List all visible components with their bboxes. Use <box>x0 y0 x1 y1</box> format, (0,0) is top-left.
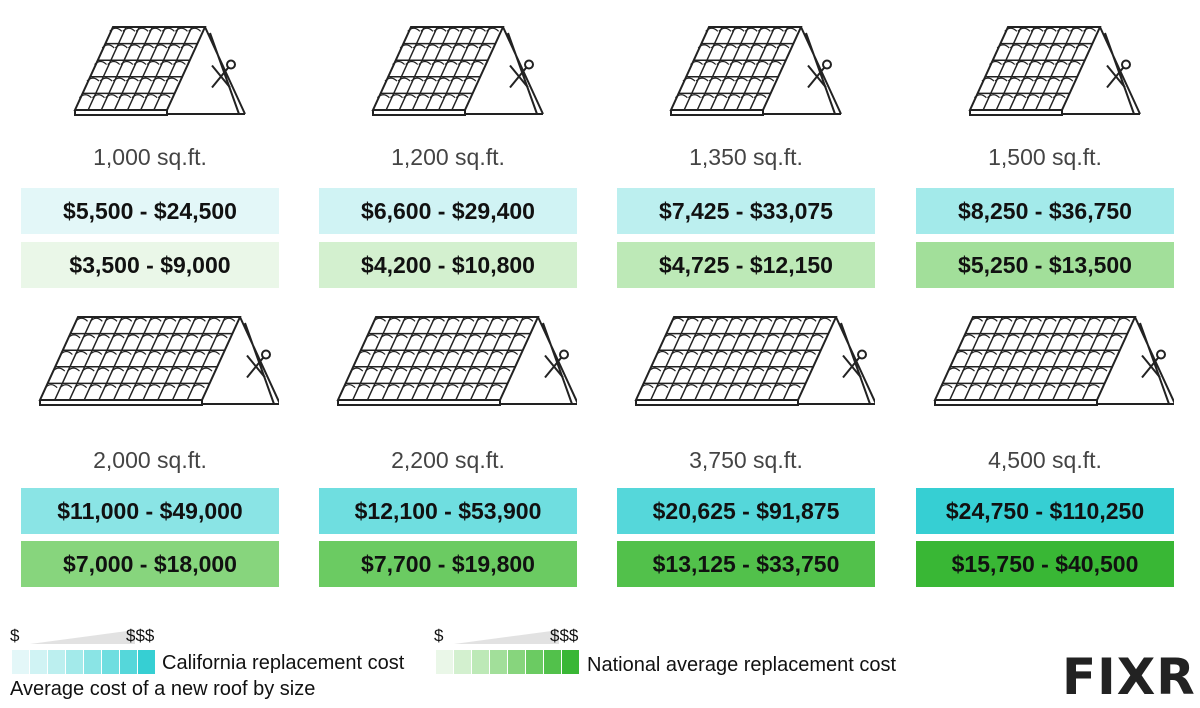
scale-swatch <box>454 650 471 674</box>
california-cost: $24,750 - $110,250 <box>916 488 1174 534</box>
roof-size: 2,000 sq.ft. <box>93 447 207 473</box>
roof-illustration <box>617 22 875 132</box>
legend-high: $$$ <box>126 626 155 645</box>
roof-illustration <box>916 22 1174 132</box>
legend-national-label: National average replacement cost <box>587 654 897 676</box>
scale-swatch <box>562 650 579 674</box>
california-cost: $6,600 - $29,400 <box>319 188 577 234</box>
roof-illustration <box>617 312 877 422</box>
california-cost: $5,500 - $24,500 <box>21 188 279 234</box>
national-cost: $3,500 - $9,000 <box>21 242 279 288</box>
scale-swatch <box>30 650 47 674</box>
tools-icon <box>544 349 569 379</box>
scale-swatch <box>508 650 525 674</box>
tools-icon <box>1141 349 1166 379</box>
roof-icon <box>73 26 246 116</box>
tools-icon <box>842 349 867 379</box>
roof-icon <box>336 316 579 406</box>
national-cost: $4,725 - $12,150 <box>617 242 875 288</box>
roof-icon <box>968 26 1141 116</box>
scale-swatch <box>120 650 137 674</box>
roof-size: 1,500 sq.ft. <box>988 144 1102 170</box>
roof-illustration <box>21 312 281 422</box>
tools-icon <box>807 59 832 89</box>
national-cost: $15,750 - $40,500 <box>916 541 1174 587</box>
roof-icon <box>669 26 842 116</box>
california-color-scale <box>12 650 156 674</box>
fixr-logo: FIXR <box>1062 648 1196 706</box>
national-color-scale <box>436 650 580 674</box>
legend-low: $ <box>434 626 444 645</box>
scale-wedge <box>454 630 559 644</box>
california-cost: $7,425 - $33,075 <box>617 188 875 234</box>
roof-size: 1,200 sq.ft. <box>391 144 505 170</box>
california-cost: $8,250 - $36,750 <box>916 188 1174 234</box>
tools-icon <box>1106 59 1131 89</box>
scale-swatch <box>12 650 29 674</box>
california-cost: $20,625 - $91,875 <box>617 488 875 534</box>
scale-swatch <box>84 650 101 674</box>
roof-size: 3,750 sq.ft. <box>689 447 803 473</box>
scale-swatch <box>138 650 155 674</box>
legend-high: $$$ <box>550 626 579 645</box>
california-cost: $12,100 - $53,900 <box>319 488 577 534</box>
scale-swatch <box>48 650 65 674</box>
roof-size: 1,000 sq.ft. <box>93 144 207 170</box>
tools-icon <box>509 59 534 89</box>
tools-icon <box>246 349 271 379</box>
roof-icon <box>634 316 877 406</box>
roof-illustration <box>916 312 1176 422</box>
scale-swatch <box>102 650 119 674</box>
national-cost: $7,000 - $18,000 <box>21 541 279 587</box>
tools-icon <box>211 59 236 89</box>
roof-illustration <box>21 22 279 132</box>
scale-swatch <box>526 650 543 674</box>
national-cost: $13,125 - $33,750 <box>617 541 875 587</box>
legend-california-label: California replacement cost <box>162 652 405 674</box>
roof-icon <box>38 316 281 406</box>
national-cost: $4,200 - $10,800 <box>319 242 577 288</box>
scale-swatch <box>544 650 561 674</box>
roof-size: 2,200 sq.ft. <box>391 447 505 473</box>
scale-wedge <box>30 630 135 644</box>
roof-size: 1,350 sq.ft. <box>689 144 803 170</box>
scale-swatch <box>66 650 83 674</box>
national-cost: $7,700 - $19,800 <box>319 541 577 587</box>
roof-icon <box>371 26 544 116</box>
roof-size: 4,500 sq.ft. <box>988 447 1102 473</box>
roof-illustration <box>319 22 577 132</box>
scale-swatch <box>472 650 489 674</box>
scale-swatch <box>436 650 453 674</box>
national-cost: $5,250 - $13,500 <box>916 242 1174 288</box>
scale-swatch <box>490 650 507 674</box>
page-title: Average cost of a new roof by size <box>10 678 316 700</box>
legend-low: $ <box>10 626 20 645</box>
roof-icon <box>933 316 1176 406</box>
roof-illustration <box>319 312 579 422</box>
california-cost: $11,000 - $49,000 <box>21 488 279 534</box>
